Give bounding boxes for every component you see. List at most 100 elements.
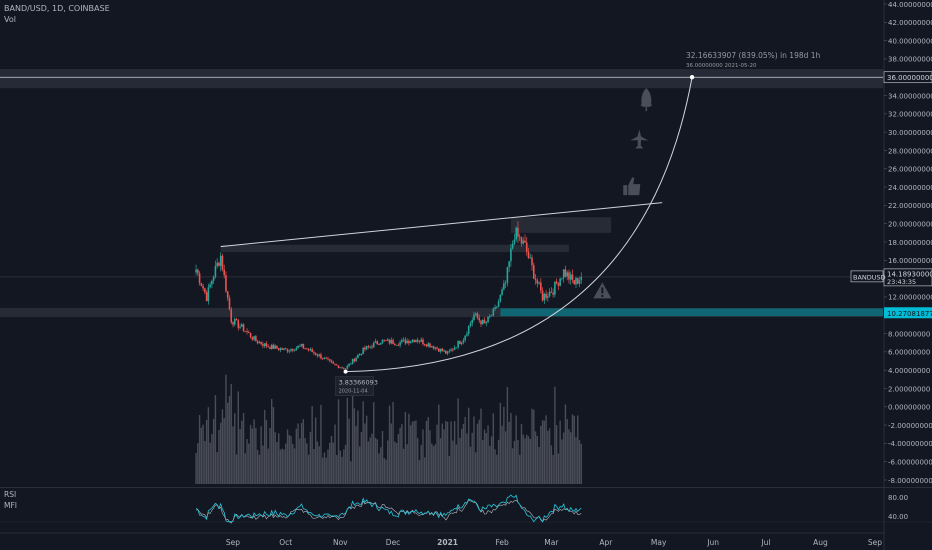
volume-bar (536, 435, 538, 484)
y-tick-label: 18.00000000 (888, 239, 932, 247)
volume-bar (387, 440, 389, 484)
candle-body (197, 269, 199, 274)
volume-bar (395, 443, 398, 484)
volume-bar (519, 454, 521, 484)
volume-bar (485, 433, 487, 484)
candle-body (292, 349, 294, 351)
volume-bar (288, 434, 290, 484)
candle-body (543, 293, 546, 301)
candle-body (198, 273, 201, 284)
candle-body (288, 350, 291, 352)
volume-bar (552, 454, 554, 484)
candle-body (376, 341, 379, 345)
warning-icon-dot (601, 294, 604, 297)
volume-bar (202, 424, 204, 484)
candle-body (578, 280, 581, 284)
candle-body (314, 353, 317, 355)
candle-body (439, 348, 442, 352)
candle-body (274, 345, 277, 349)
candle-body (524, 240, 526, 243)
volume-bar (371, 433, 373, 484)
candle-body (580, 276, 583, 281)
candle-body (406, 340, 408, 344)
candle-body (218, 262, 220, 266)
volume-bar (221, 409, 224, 484)
candle-body (561, 278, 563, 279)
volume-bar (227, 402, 229, 484)
candle-body (529, 257, 532, 259)
candle-body (443, 350, 445, 352)
volume-bar (195, 453, 197, 484)
x-tick-label: 2021 (437, 538, 458, 547)
candle-body (306, 348, 308, 350)
volume-bar (431, 443, 433, 484)
candle-body (441, 348, 444, 352)
volume-bar (337, 399, 340, 484)
volume-bar (436, 424, 438, 484)
candle-body (487, 316, 489, 323)
candle-body (332, 362, 335, 364)
volume-bar (306, 443, 308, 484)
candle-body (348, 363, 350, 366)
candle-body (569, 274, 572, 280)
resistance-trendline (220, 202, 663, 248)
candle-body (290, 349, 292, 351)
y-tick-label: 20.00000000 (888, 220, 932, 228)
volume-bar (373, 402, 375, 484)
volume-bar (524, 438, 526, 484)
volume-bar (258, 454, 261, 484)
target-price-tag: 36.00000000 (887, 74, 932, 82)
candle-body (355, 357, 357, 362)
candle-body (513, 239, 516, 244)
volume-bar (223, 418, 225, 484)
volume-bar (568, 429, 570, 484)
candle-body (531, 257, 533, 266)
volume-bar (329, 442, 331, 484)
volume-bar (460, 428, 463, 484)
candle-body (204, 288, 206, 293)
x-tick-label: Aug (813, 538, 828, 547)
volume-bar (429, 430, 431, 484)
candle-body (453, 347, 456, 350)
candle-body (272, 344, 275, 349)
zones (0, 68, 883, 318)
candle-body (386, 339, 389, 341)
candle-body (550, 291, 553, 293)
rsi-label: RSI (4, 490, 16, 499)
candle-body (228, 297, 231, 310)
volume-bar (497, 439, 500, 484)
volume-bar (415, 420, 417, 484)
volume-bar (302, 419, 305, 484)
icons (593, 88, 652, 299)
volume-bar (278, 433, 280, 484)
x-tick-label: Sep (226, 538, 240, 547)
volume-bar (355, 425, 357, 484)
candle-body (302, 343, 305, 349)
candle-body (485, 322, 488, 324)
candle-body (233, 319, 236, 325)
candle-body (541, 290, 544, 301)
candle-body (415, 339, 417, 343)
volume-bar (550, 445, 553, 484)
candle-body (364, 347, 366, 350)
volume-bar (350, 461, 352, 484)
volume-bar (413, 420, 415, 484)
volume-bar (466, 433, 468, 484)
volume-bar (219, 422, 222, 484)
volume-bar (480, 408, 482, 484)
candle-body (214, 265, 217, 277)
volume-bar (216, 452, 218, 484)
volume-bar (457, 398, 459, 484)
candle-body (425, 344, 428, 347)
candle-body (269, 347, 271, 349)
volume-bar (270, 398, 273, 484)
candle-body (200, 283, 203, 287)
candle-body (446, 351, 449, 354)
volume-bar (246, 439, 248, 484)
volume-bar (406, 444, 408, 484)
volume-bar (397, 434, 400, 484)
volume-bar (367, 441, 370, 484)
candle-body (339, 367, 342, 369)
candle-body (538, 282, 540, 284)
